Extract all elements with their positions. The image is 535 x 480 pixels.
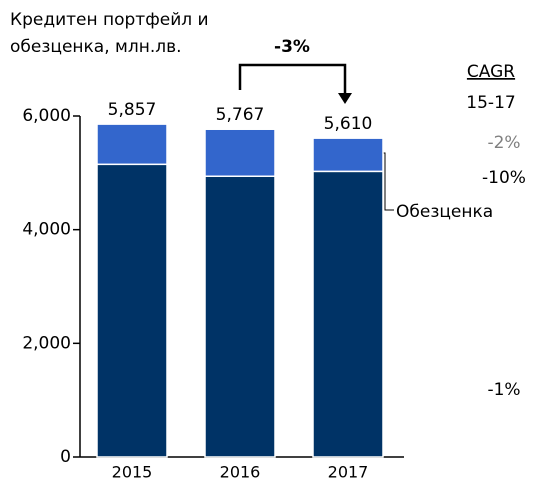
- total-label: 5,857: [108, 100, 157, 120]
- y-tick-label: 4,000: [22, 220, 71, 240]
- bar-segment: [312, 170, 384, 458]
- x-tick-label: 2016: [220, 463, 261, 480]
- change-annotation: -3%: [274, 37, 310, 57]
- total-label: 5,610: [324, 114, 373, 134]
- cagr-value: -10%: [482, 168, 526, 188]
- bar-segment: [96, 123, 168, 166]
- y-tick-label: 0: [60, 447, 71, 467]
- x-tick-label: 2015: [112, 463, 153, 480]
- change-arrow: [238, 63, 347, 96]
- y-tick-label: 6,000: [22, 106, 71, 126]
- y-tick-label: 2,000: [22, 333, 71, 353]
- bar-segment: [204, 128, 276, 177]
- bar-segment: [312, 137, 384, 173]
- cagr-value: -2%: [487, 133, 520, 153]
- x-tick-label: 2017: [328, 463, 369, 480]
- cagr-period: 15-17: [466, 93, 515, 113]
- bar-segment: [96, 163, 168, 458]
- legend-label: Обезценка: [396, 202, 493, 222]
- chart-title: Кредитен портфейл и: [10, 10, 209, 30]
- bar-segment: [204, 175, 276, 458]
- arrow-head: [338, 93, 352, 104]
- total-label: 5,767: [216, 105, 265, 125]
- chart-title: обезценка, млн.лв.: [10, 37, 182, 57]
- cagr-header: CAGR: [467, 62, 515, 82]
- cagr-value: -1%: [487, 380, 520, 400]
